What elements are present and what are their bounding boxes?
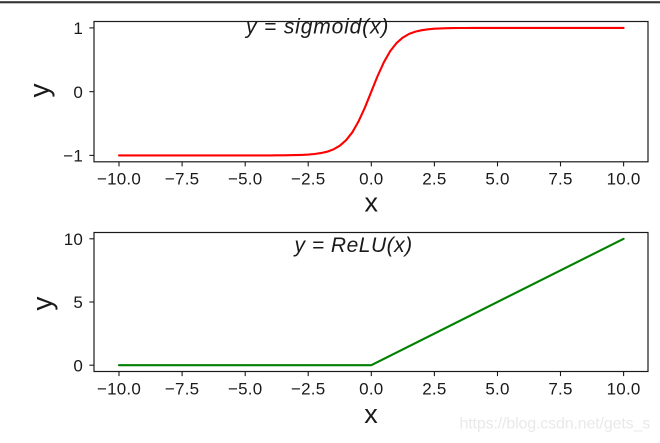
svg-text:y = ReLU(x): y = ReLU(x) [293, 234, 413, 257]
svg-text:y = sigmoid(x): y = sigmoid(x) [244, 15, 389, 38]
svg-text:y: y [27, 297, 58, 311]
svg-text:0: 0 [73, 356, 83, 375]
svg-text:x: x [364, 187, 378, 217]
svg-text:5.0: 5.0 [485, 170, 509, 189]
svg-text:5.0: 5.0 [485, 379, 509, 398]
svg-text:7.5: 7.5 [548, 379, 572, 398]
svg-text:2.5: 2.5 [422, 379, 446, 398]
svg-text:−10.0: −10.0 [97, 379, 141, 398]
svg-text:−1: −1 [63, 147, 83, 166]
svg-text:−5.0: −5.0 [228, 379, 262, 398]
svg-text:0: 0 [73, 83, 83, 102]
svg-text:5: 5 [73, 293, 83, 312]
svg-text:−10.0: −10.0 [97, 170, 141, 189]
svg-text:2.5: 2.5 [422, 170, 446, 189]
svg-text:x: x [364, 399, 378, 429]
svg-text:7.5: 7.5 [548, 170, 572, 189]
svg-text:0.0: 0.0 [359, 379, 383, 398]
svg-text:−7.5: −7.5 [165, 170, 199, 189]
svg-text:10.0: 10.0 [607, 170, 641, 189]
svg-text:1: 1 [73, 19, 83, 38]
svg-text:−2.5: −2.5 [291, 379, 325, 398]
svg-text:y: y [24, 84, 55, 98]
svg-text:−5.0: −5.0 [228, 170, 262, 189]
svg-text:−2.5: −2.5 [291, 170, 325, 189]
svg-text:https://blog.csdn.net/gets_s: https://blog.csdn.net/gets_s [460, 416, 651, 433]
svg-text:0.0: 0.0 [359, 170, 383, 189]
svg-text:10.0: 10.0 [607, 379, 641, 398]
svg-text:10: 10 [64, 230, 83, 249]
svg-text:−7.5: −7.5 [165, 379, 199, 398]
